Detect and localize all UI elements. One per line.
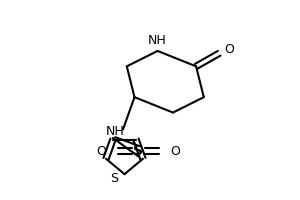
Text: O: O (225, 43, 235, 56)
Text: O: O (96, 145, 106, 158)
Text: NH: NH (106, 125, 124, 138)
Text: NH: NH (148, 34, 167, 47)
Text: O: O (171, 145, 181, 158)
Text: S: S (134, 144, 143, 158)
Text: S: S (110, 171, 118, 184)
